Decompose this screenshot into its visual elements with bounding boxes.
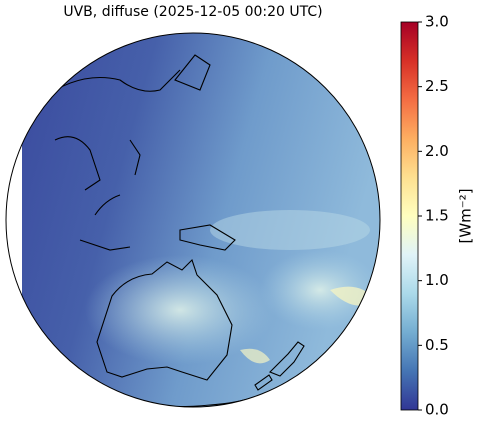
tick-label: 1.5 [425,207,449,225]
map [5,32,381,408]
bright-region [85,255,275,365]
tick-label: 3.0 [425,13,449,31]
colorbar [400,21,419,411]
bright-region [260,250,380,330]
tick-label: 0.0 [425,401,449,419]
tick-label: 1.0 [425,271,449,289]
colorbar-label: [Wm⁻²] [457,188,475,243]
tick-label: 2.5 [425,77,449,95]
coastline [96,258,233,381]
coastline [254,341,305,391]
coastline [39,54,211,251]
title: UVB, diffuse (2025-12-05 00:20 UTC) [63,4,322,20]
bright-patch [240,348,270,364]
tick-label: 2.0 [425,142,449,160]
tick-label: 0.5 [425,336,449,354]
globe-outline [5,32,381,408]
cloud-band [210,210,370,250]
colorbar-ticks: 0.0 0.5 1.0 1.5 2.0 2.5 3.0 [418,13,449,419]
coastline [179,224,236,251]
